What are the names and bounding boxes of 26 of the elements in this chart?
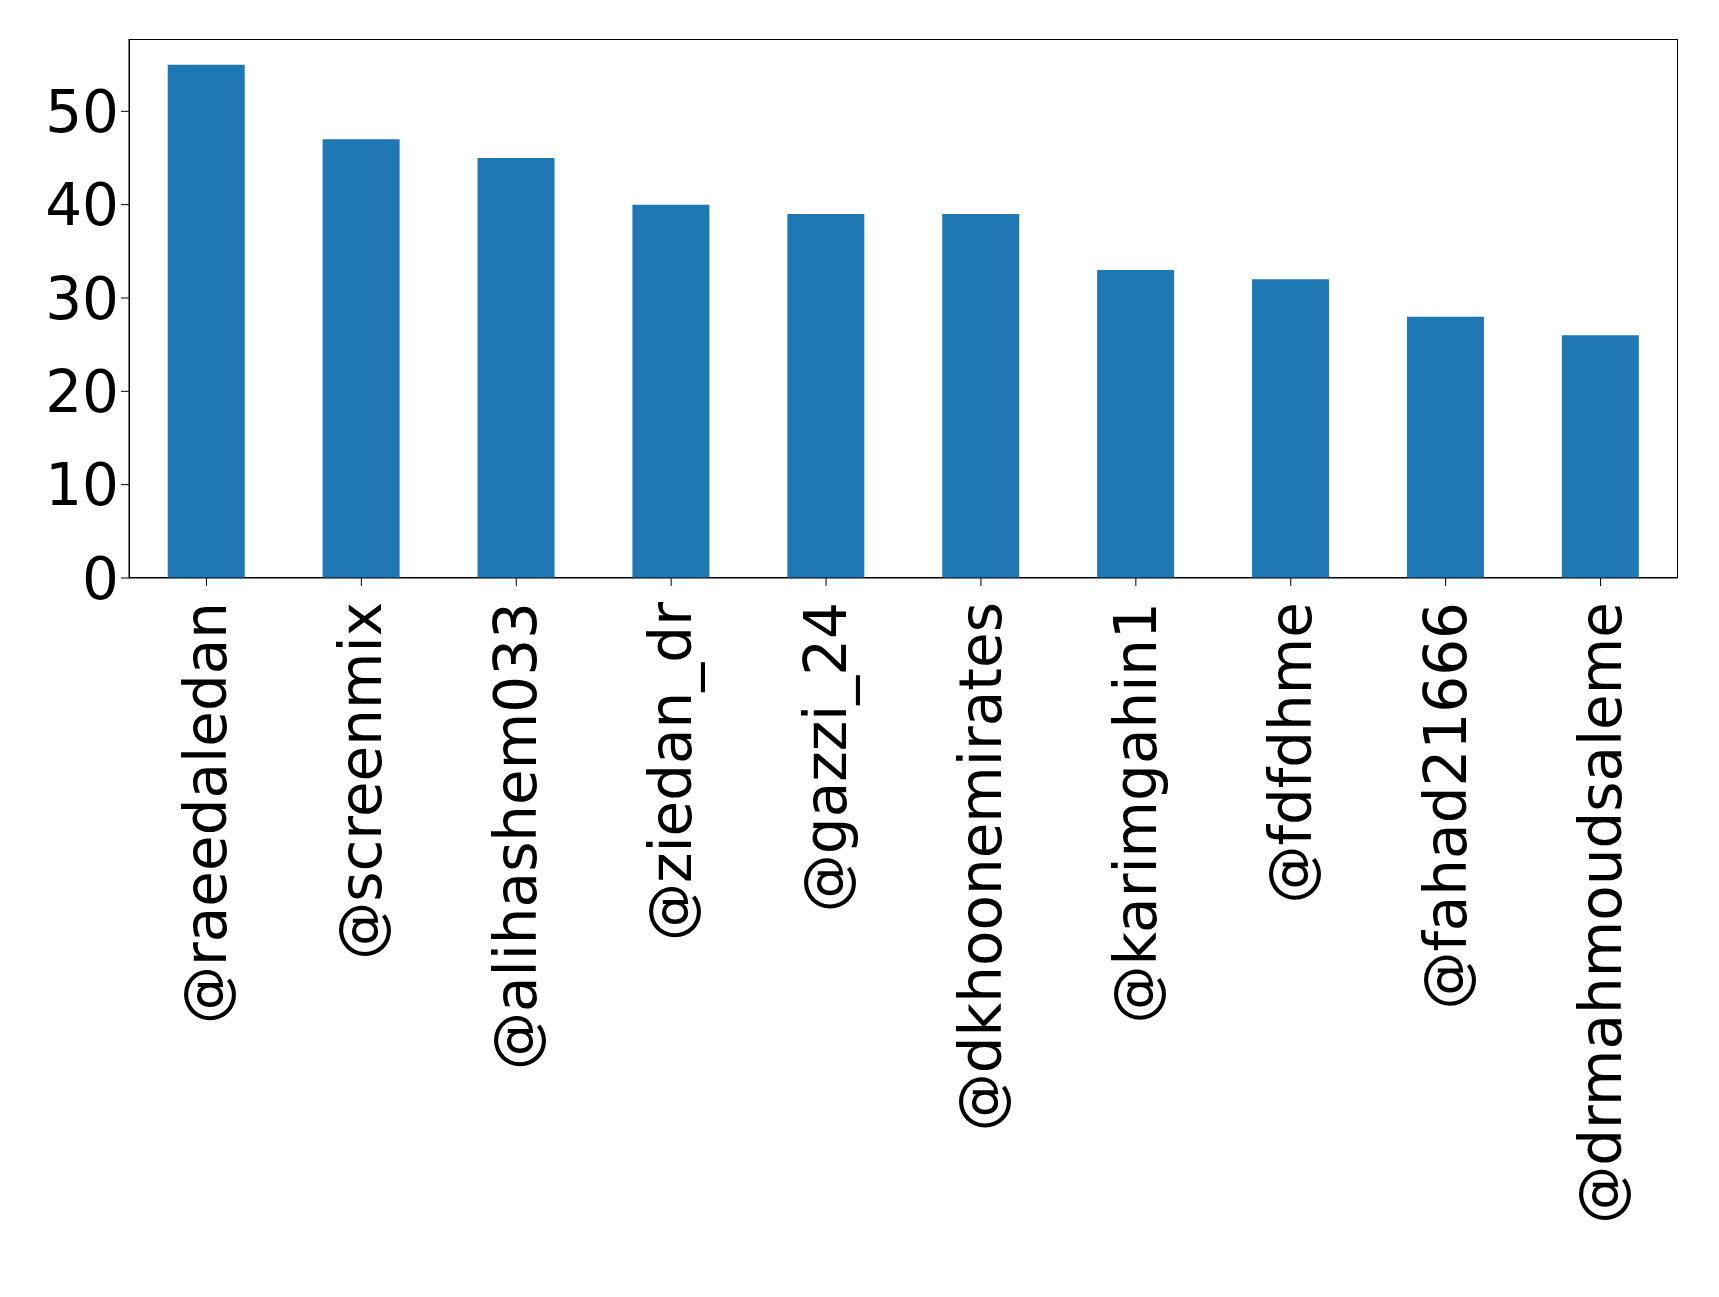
x-tick-label: @raeedaledan — [172, 602, 241, 1025]
bar — [632, 204, 710, 578]
x-tick-label: @screenmix — [327, 602, 396, 960]
bar — [787, 214, 865, 578]
x-tick-label: @fahad21666 — [1411, 602, 1480, 1010]
bar — [477, 158, 555, 578]
y-tick-label: 0 — [82, 544, 119, 613]
x-tick-label: @gazzi_24 — [792, 602, 861, 913]
y-tick-label: 20 — [45, 357, 119, 426]
x-tick-label: @alihashem033 — [482, 602, 551, 1070]
y-tick-label: 50 — [45, 77, 119, 146]
bar — [322, 139, 400, 578]
x-tick-label: @drmahmoudsaleme — [1566, 602, 1635, 1224]
bar — [167, 64, 245, 578]
x-tick-label: @ziedan_dr — [637, 601, 706, 942]
x-tick-label: @dkhoonemirates — [946, 602, 1015, 1132]
y-tick-label: 30 — [45, 264, 119, 333]
bar — [1252, 279, 1330, 578]
x-tick-label: @karimgahin1 — [1101, 602, 1170, 1024]
bar — [1097, 270, 1175, 578]
bar — [942, 214, 1020, 578]
x-tick-label: @fdfdhme — [1256, 602, 1325, 904]
bar — [1406, 316, 1484, 578]
y-tick-label: 10 — [45, 451, 119, 520]
bar — [1561, 335, 1639, 578]
y-tick-label: 40 — [45, 171, 119, 240]
